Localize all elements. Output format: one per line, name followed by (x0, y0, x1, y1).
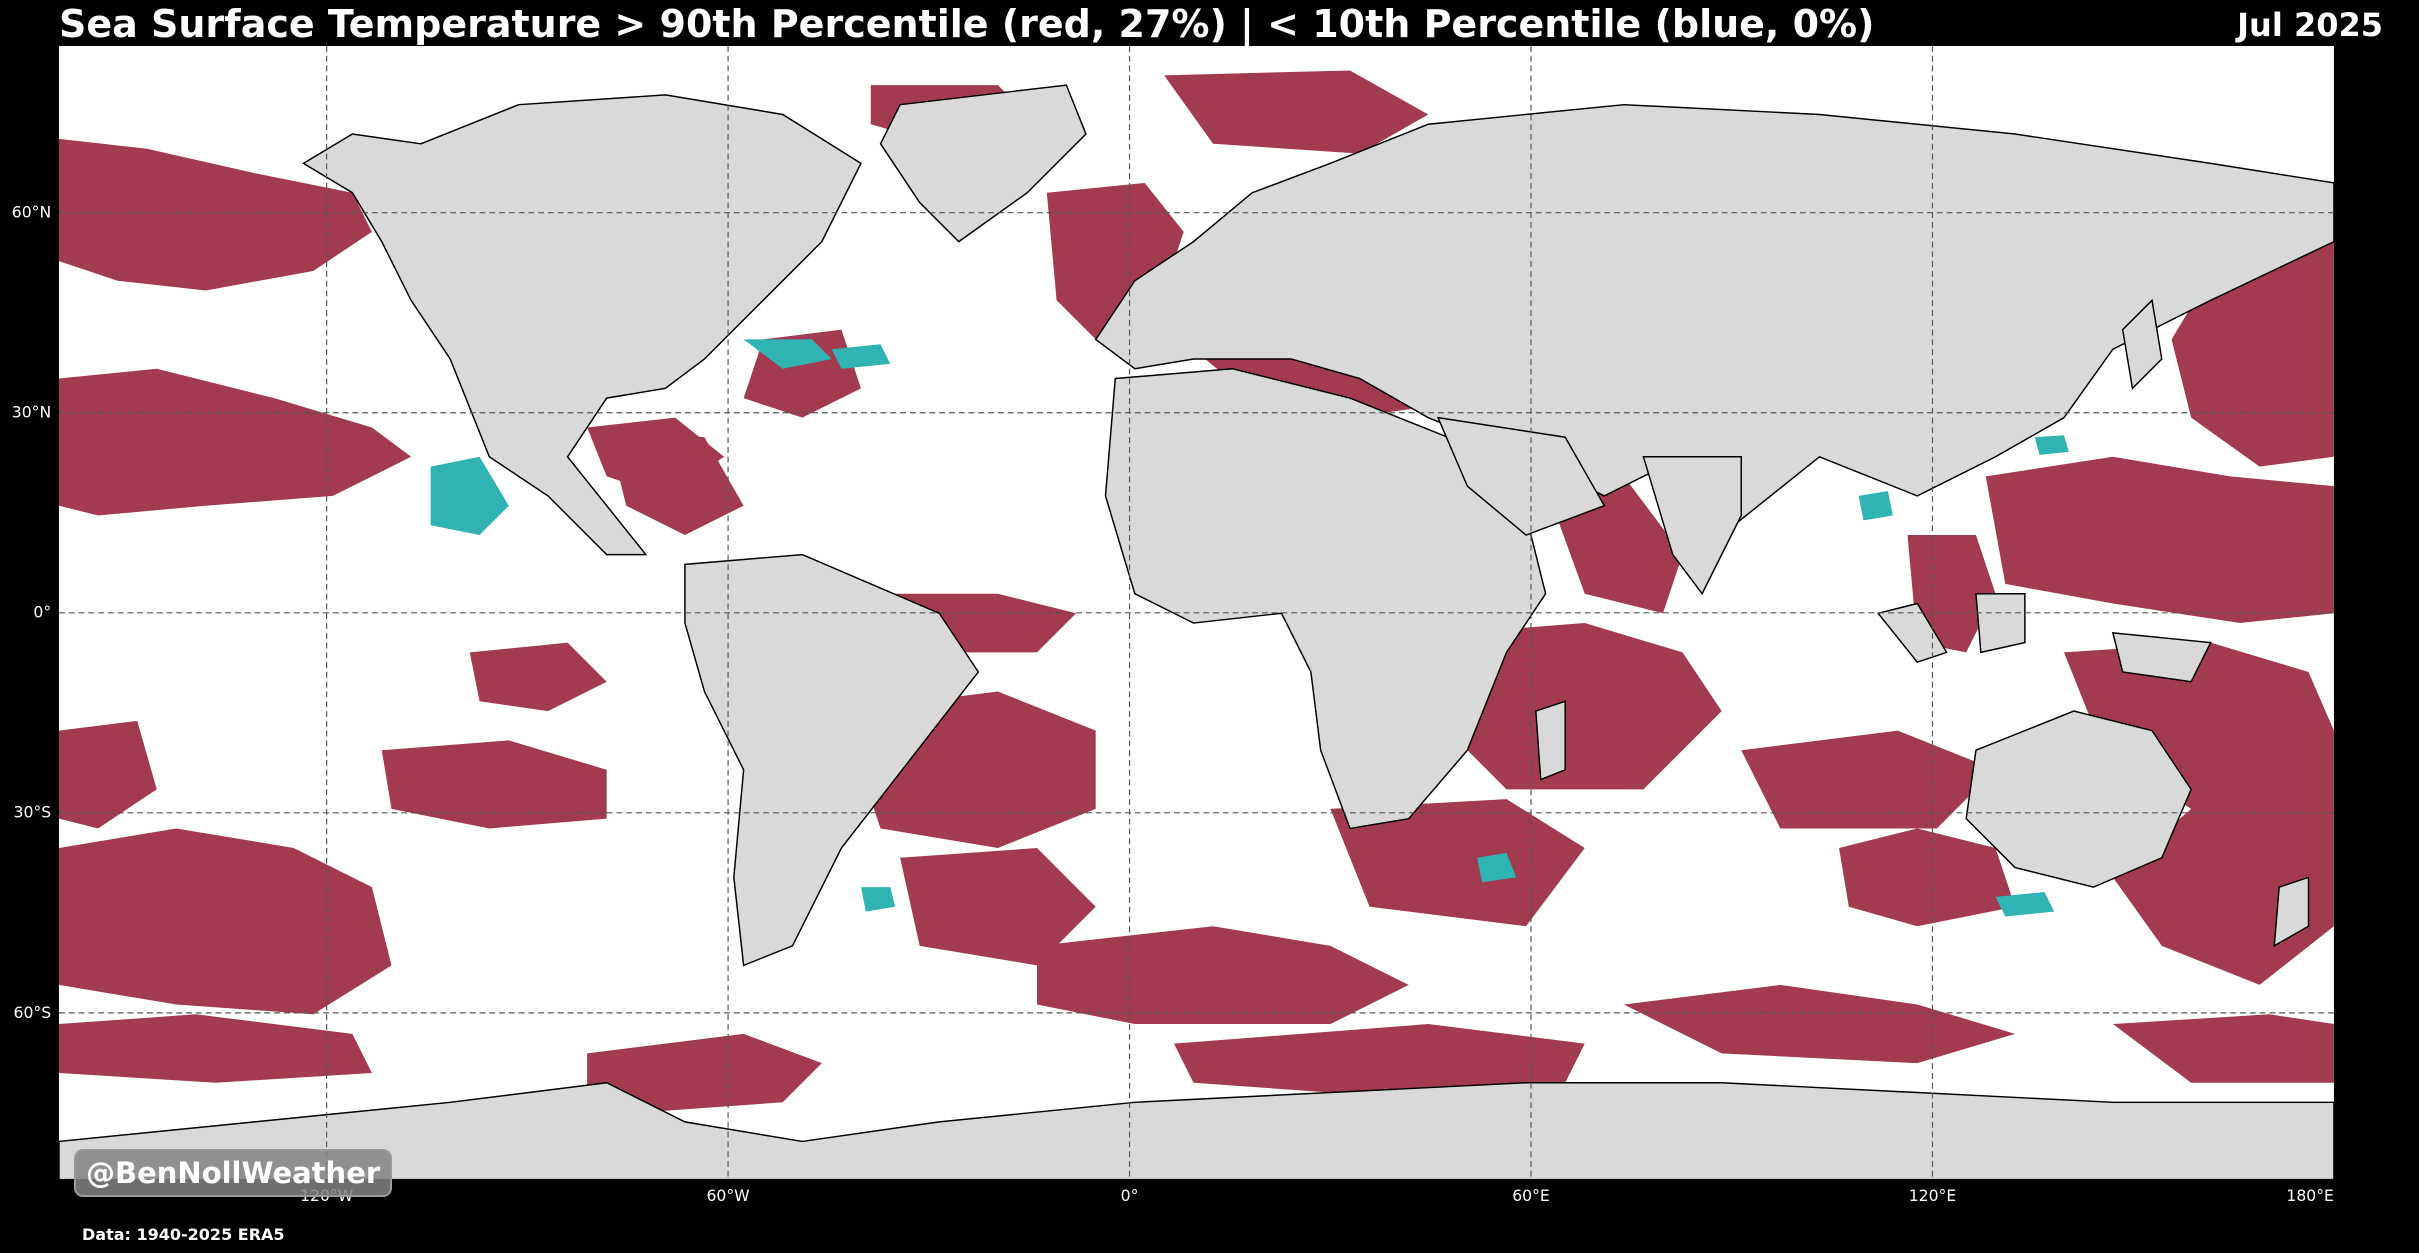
land-india (1642, 456, 1742, 596)
land-australia (1965, 710, 2192, 888)
lon-tick-label: 60°W (706, 1186, 749, 1205)
warm-patch (469, 642, 607, 712)
warm-patch (58, 368, 412, 516)
cold-patch (2034, 435, 2069, 455)
cold-patch (743, 339, 832, 369)
land-borneo (1975, 592, 2026, 654)
source-note: Data: 1940-2025 ERA5 (82, 1225, 285, 1244)
lat-tick-label: 60°N (12, 203, 51, 222)
gridlines (58, 46, 2334, 1180)
warm-patch (58, 828, 392, 1015)
cold-patch (430, 456, 509, 536)
cold-patch (831, 344, 891, 369)
warm-patch (58, 1014, 372, 1083)
cold-patch (1477, 852, 1517, 883)
warm-patch (900, 848, 1096, 966)
warm-patch (58, 138, 372, 291)
land-japan (2121, 298, 2163, 390)
map-title: Sea Surface Temperature > 90th Percentil… (59, 2, 1875, 46)
lon-tick-label: 0° (1121, 1186, 1139, 1205)
land-antarctica (58, 1081, 2335, 1181)
warm-patch (1623, 984, 2016, 1064)
cold-anomaly-layer (430, 339, 2069, 917)
land-greenland (879, 84, 1087, 243)
warm-patch (58, 720, 157, 829)
land-eurasia (1094, 103, 2335, 537)
land-arabia (1436, 416, 1606, 536)
warm-patch (1330, 799, 1585, 927)
warm-patch (1447, 623, 1722, 790)
lat-tick-label: 60°S (14, 1003, 52, 1022)
lon-tick-label: 120°E (1909, 1186, 1957, 1205)
warm-patch (381, 740, 607, 829)
lat-tick-label: 30°S (14, 803, 52, 822)
cold-patch (1858, 491, 1893, 521)
cold-patch (1995, 892, 2055, 917)
land-north-america (302, 94, 862, 556)
watermark: @BenNollWeather (74, 1149, 393, 1197)
land-madagascar (1535, 700, 1566, 781)
lon-tick-label: 180°E (2286, 1186, 2334, 1205)
warm-patch (2112, 1014, 2334, 1083)
land-new-zealand (2273, 876, 2310, 948)
warm-patch (1985, 456, 2334, 624)
world-map: 60°N30°N0°30°S60°S120°W60°W0°60°E120°E18… (12, 46, 2335, 1205)
warm-patch (587, 1033, 822, 1113)
warm-patch (606, 427, 744, 536)
lon-tick-label: 60°E (1512, 1186, 1550, 1205)
lat-tick-label: 30°N (12, 403, 51, 422)
lat-tick-label: 0° (33, 603, 51, 622)
cold-patch (860, 887, 896, 912)
land-layer (58, 84, 2335, 1181)
land-new-guinea (2111, 632, 2212, 683)
warm-patch (1839, 828, 2016, 927)
warm-patch (1164, 70, 1429, 154)
map-date: Jul 2025 (2237, 6, 2383, 44)
land-sumatra (1876, 602, 1948, 664)
warm-patch (1173, 1024, 1585, 1093)
